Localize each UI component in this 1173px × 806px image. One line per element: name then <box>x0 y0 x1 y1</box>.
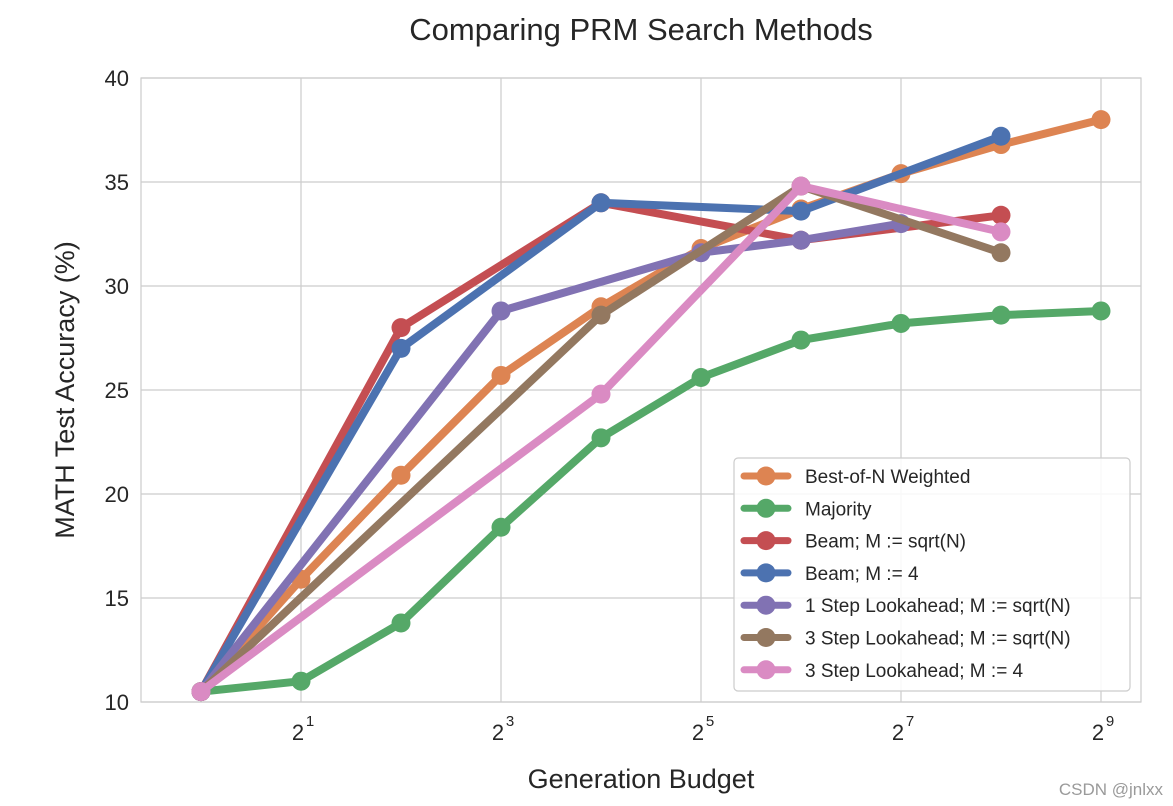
data-point <box>1091 301 1111 321</box>
x-tick-base: 2 <box>292 720 304 745</box>
y-tick-label: 15 <box>105 586 129 611</box>
legend-label: 3 Step Lookahead; M := sqrt(N) <box>805 629 1071 650</box>
legend-entry: Best-of-N Weighted <box>740 466 970 488</box>
y-tick-label: 35 <box>105 170 129 195</box>
data-point <box>1091 110 1111 130</box>
data-point <box>991 126 1011 146</box>
legend-label: 3 Step Lookahead; M := 4 <box>805 661 1024 682</box>
legend: Best-of-N Weighted Majority Beam; M := sqr… <box>733 457 1131 692</box>
legend-swatch-marker <box>756 466 776 486</box>
legend-entry: Beam; M := sqrt(N) <box>740 531 966 553</box>
y-tick-label: 40 <box>105 66 129 91</box>
legend-box <box>733 457 1131 692</box>
data-point <box>391 613 411 633</box>
data-point <box>391 318 411 338</box>
legend-entry: 3 Step Lookahead; M := 4 <box>740 660 1024 682</box>
data-point <box>191 682 211 702</box>
data-point <box>891 313 911 333</box>
data-point <box>791 201 811 221</box>
legend-entry: 1 Step Lookahead; M := sqrt(N) <box>740 595 1071 617</box>
y-tick-label: 10 <box>105 690 129 715</box>
data-point <box>391 338 411 358</box>
data-point <box>391 465 411 485</box>
series-line <box>197 182 1005 696</box>
legend-label: Beam; M := sqrt(N) <box>805 532 966 553</box>
x-tick-base: 2 <box>692 720 704 745</box>
legend-entry: Majority <box>740 498 872 520</box>
x-tick-exponent: 3 <box>506 713 514 730</box>
series-layer <box>191 110 1111 702</box>
data-point <box>591 428 611 448</box>
data-point <box>991 205 1011 225</box>
data-point <box>591 193 611 213</box>
y-tick-label: 30 <box>105 274 129 299</box>
chart-title: Comparing PRM Search Methods <box>409 12 872 47</box>
legend-entry: Beam; M := 4 <box>740 563 919 585</box>
data-point <box>591 384 611 404</box>
x-tick-exponent: 7 <box>906 713 914 730</box>
legend-swatch-marker <box>756 531 776 551</box>
plot-frame <box>140 77 1142 703</box>
x-axis-label: Generation Budget <box>528 764 755 794</box>
legend-label: Best-of-N Weighted <box>805 467 970 488</box>
data-point <box>291 671 311 691</box>
watermark: CSDN @jnlxx <box>1059 780 1164 799</box>
x-tick-base: 2 <box>892 720 904 745</box>
legend-label: Beam; M := 4 <box>805 564 919 585</box>
legend-swatch-marker <box>756 498 776 518</box>
data-point <box>991 305 1011 325</box>
legend-entry: 3 Step Lookahead; M := sqrt(N) <box>740 628 1071 650</box>
x-tick-exponent: 9 <box>1106 713 1114 730</box>
series-line <box>197 307 1105 696</box>
y-tick-label: 20 <box>105 482 129 507</box>
x-tick-exponent: 1 <box>306 713 314 730</box>
legend-swatch-marker <box>756 563 776 583</box>
legend-swatch-marker <box>756 628 776 647</box>
series-3-step-lookahead-m-4 <box>191 176 1011 702</box>
data-point <box>791 230 811 250</box>
legend-label: Majority <box>805 499 872 520</box>
series-line <box>197 182 1005 696</box>
y-axis-label: MATH Test Accuracy (%) <box>50 241 80 539</box>
data-point <box>991 222 1011 242</box>
y-tick-label: 25 <box>105 378 129 403</box>
series-majority <box>191 301 1111 702</box>
data-point <box>991 243 1011 263</box>
data-point <box>591 305 611 325</box>
data-point <box>491 517 511 537</box>
legend-label: 1 Step Lookahead; M := sqrt(N) <box>805 596 1071 617</box>
legend-swatch-marker <box>756 660 776 680</box>
data-point <box>791 330 811 350</box>
x-tick-base: 2 <box>492 720 504 745</box>
data-point <box>491 365 511 385</box>
data-point <box>791 176 811 196</box>
data-point <box>691 368 711 388</box>
x-tick-base: 2 <box>1092 720 1104 745</box>
data-point <box>491 301 511 321</box>
x-tick-exponent: 5 <box>706 713 714 730</box>
legend-swatch-marker <box>756 595 776 615</box>
